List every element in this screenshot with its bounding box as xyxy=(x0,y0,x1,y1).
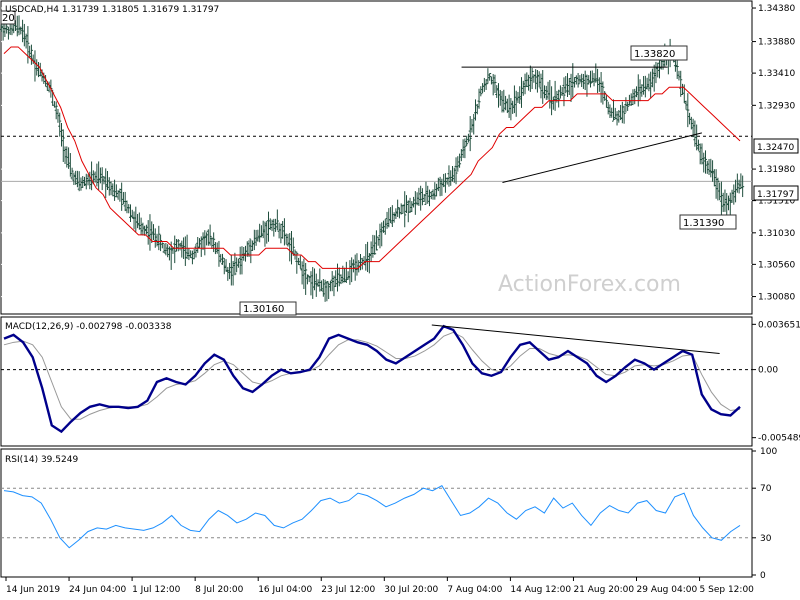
x-tick-label: 7 Aug 04:00 xyxy=(447,585,502,595)
rsi-y-tick-label: 0 xyxy=(760,571,766,581)
label-high-text: 1.33820 xyxy=(634,49,675,60)
price-moving-average-line xyxy=(3,46,741,269)
x-tick-label: 8 Jul 20:00 xyxy=(195,585,244,595)
macd-y-axis: 0.003651 0.00 -0.005489 xyxy=(752,320,800,444)
x-tick-label: 24 Jun 04:00 xyxy=(69,585,126,595)
macd-header: MACD(12,26,9) -0.002798 -0.003338 xyxy=(5,322,172,332)
price-y-tick-label: 1.31030 xyxy=(758,229,795,239)
price-trendlines xyxy=(461,66,702,183)
rsi-line xyxy=(3,485,741,549)
label-low-sep-text: 1.31390 xyxy=(683,218,724,229)
price-header: USDCAD,H4 1.31739 1.31805 1.31679 1.3179… xyxy=(5,5,219,15)
axis-box-level: 1.32470 xyxy=(753,138,799,154)
price-trendline xyxy=(502,132,702,183)
axis-box-current: 1.31797 xyxy=(753,185,799,201)
label-high: 1.33820 xyxy=(630,45,688,61)
x-tick-label: 23 Jul 12:00 xyxy=(321,585,375,595)
macd-y-tick-label: 0.003651 xyxy=(758,320,800,330)
label-low-jul: 1.30160 xyxy=(239,301,297,316)
label-left-clip: 20 xyxy=(0,10,16,25)
macd-y-tick-label: 0.00 xyxy=(758,366,778,376)
x-tick-label: 30 Jul 20:00 xyxy=(384,585,438,595)
x-tick-label: 21 Aug 20:00 xyxy=(573,585,634,595)
label-low-jul-text: 1.30160 xyxy=(243,304,284,315)
macd-y-tick-label: -0.005489 xyxy=(758,434,800,444)
price-y-tick-label: 1.31980 xyxy=(758,165,795,175)
watermark: ActionForex.com xyxy=(498,272,681,297)
axis-box-level-text: 1.32470 xyxy=(757,143,794,153)
label-left-clip-text: 20 xyxy=(2,13,15,24)
price-y-tick-label: 1.31510 xyxy=(758,197,795,207)
rsi-header: RSI(14) 39.5249 xyxy=(5,455,78,465)
macd-line xyxy=(3,324,741,434)
rsi-y-tick-label: 100 xyxy=(760,447,777,457)
rsi-panel-frame xyxy=(0,448,753,578)
x-tick-label: 29 Aug 04:00 xyxy=(637,585,698,595)
rsi-y-axis: 100 70 30 0 xyxy=(752,447,777,581)
x-tick-label: 5 Sep 12:00 xyxy=(700,585,755,595)
x-tick-label: 14 Aug 12:00 xyxy=(510,585,571,595)
x-axis: 14 Jun 2019 24 Jun 04:00 1 Jul 12:00 8 Jul … xyxy=(5,577,755,595)
price-y-tick-label: 1.33410 xyxy=(758,69,795,79)
price-y-tick-label: 1.33880 xyxy=(758,38,795,48)
x-tick-label: 14 Jun 2019 xyxy=(6,585,60,595)
x-tick-label: 16 Jul 04:00 xyxy=(258,585,312,595)
label-low-sep: 1.31390 xyxy=(679,214,737,230)
macd-panel-frame xyxy=(0,316,753,447)
macd-trendline xyxy=(431,324,720,354)
price-y-tick-label: 1.30560 xyxy=(758,260,795,270)
price-y-tick-label: 1.32930 xyxy=(758,101,795,111)
rsi-gridlines xyxy=(1,487,752,539)
axis-box-current-text: 1.31797 xyxy=(757,190,794,200)
price-y-tick-label: 1.30080 xyxy=(758,293,795,303)
rsi-y-tick-label: 30 xyxy=(760,534,772,544)
price-bars xyxy=(0,15,745,302)
x-tick-label: 1 Jul 12:00 xyxy=(132,585,181,595)
price-y-axis: 1.34380 1.33880 1.33410 1.32930 1.31980 1.315… xyxy=(752,4,795,303)
rsi-y-tick-label: 70 xyxy=(760,484,772,494)
price-y-tick-label: 1.34380 xyxy=(758,4,795,14)
